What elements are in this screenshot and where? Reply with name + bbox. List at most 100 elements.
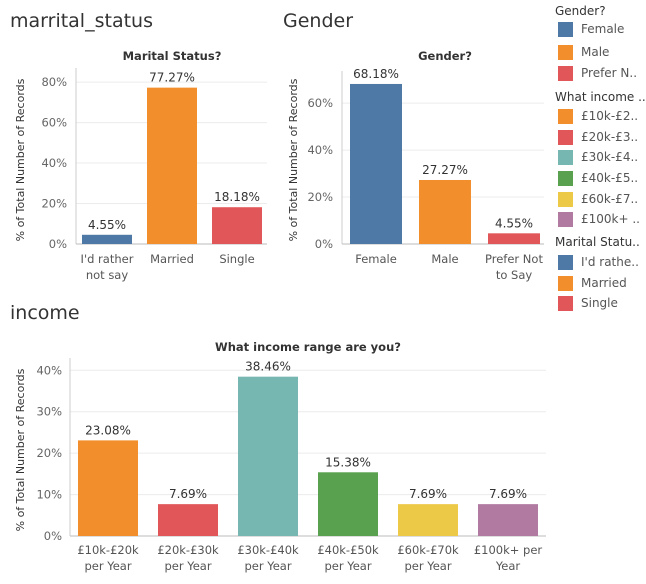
data-label: 68.18% <box>353 67 399 81</box>
bar[interactable] <box>419 179 471 244</box>
x-tick-label: Married <box>150 252 194 266</box>
x-tick-label: I'd rather <box>81 252 134 266</box>
y-tick-label: 80% <box>41 75 67 89</box>
x-tick-label: £20k-£30k <box>157 543 219 557</box>
legend-swatch <box>558 130 573 145</box>
bar[interactable] <box>78 440 138 536</box>
y-tick-label: 0% <box>44 529 62 543</box>
x-tick-label: Male <box>431 252 458 266</box>
x-tick-label: £40k-£50k <box>317 543 379 557</box>
y-tick-label: 40% <box>307 143 333 157</box>
legend-swatch <box>558 66 573 81</box>
x-tick-label: £30k-£40k <box>237 543 299 557</box>
x-tick-label: £100k+ per <box>474 543 543 557</box>
bar[interactable] <box>488 233 540 244</box>
x-tick-label: £60k-£70k <box>397 543 459 557</box>
data-label: 27.27% <box>422 163 468 177</box>
y-tick-label: 20% <box>307 190 333 204</box>
legend-label: Single <box>581 296 618 310</box>
bar[interactable] <box>238 376 298 536</box>
data-label: 18.18% <box>214 190 260 204</box>
data-label: 38.46% <box>245 360 291 374</box>
chart-title: Marital Status? <box>123 49 222 63</box>
y-tick-label: 60% <box>41 116 67 130</box>
legend-label: Female <box>581 22 625 36</box>
gender-chart: Gender? % of Total Number of Records 0% 20%… <box>287 49 544 282</box>
legend-label: Married <box>581 276 627 290</box>
x-tick-label: £10k-£20k <box>77 543 139 557</box>
bar[interactable] <box>318 472 378 536</box>
bar[interactable] <box>350 83 402 244</box>
y-tick-label: 20% <box>41 197 67 211</box>
legend-label: £60k-£7.. <box>581 192 639 206</box>
data-label: 7.69% <box>489 487 527 501</box>
x-tick-label: not say <box>86 268 129 282</box>
y-tick-label: 10% <box>36 488 62 502</box>
y-tick-label: 60% <box>307 96 333 110</box>
x-tick-label: per Year <box>84 559 131 573</box>
legend-swatch <box>558 255 573 270</box>
data-label: 23.08% <box>85 423 131 437</box>
legend-income-title: What income .. <box>555 90 646 104</box>
data-label: 7.69% <box>169 487 207 501</box>
legend-label: £30k-£4.. <box>581 150 639 164</box>
sheet-title-marital: marrital_status <box>10 10 153 32</box>
legend-swatch <box>558 296 573 311</box>
legend-label: £10k-£2.. <box>581 109 639 123</box>
legend-label: £20k-£3.. <box>581 130 639 144</box>
bar[interactable] <box>478 504 538 536</box>
bar[interactable] <box>82 234 132 244</box>
chart-title: Gender? <box>418 49 472 63</box>
legend-swatch <box>558 150 573 165</box>
data-label: 15.38% <box>325 455 371 469</box>
bar[interactable] <box>212 207 262 244</box>
legend-label: I'd rathe.. <box>581 255 639 269</box>
sheet-title-income: income <box>10 302 80 324</box>
income-chart: What income range are you? % of Total Num… <box>14 340 546 573</box>
legend-label: £40k-£5.. <box>581 171 639 185</box>
y-tick-label: 0% <box>49 237 67 251</box>
y-axis-label: % of Total Number of Records <box>287 78 300 241</box>
chart-title: What income range are you? <box>215 340 401 354</box>
legend-marital-title: Marital Statu.. <box>555 235 640 249</box>
y-tick-label: 30% <box>36 405 62 419</box>
y-tick-label: 20% <box>36 446 62 460</box>
legend-label: Male <box>581 45 610 59</box>
x-tick-label: Year <box>495 559 521 573</box>
x-tick-label: to Say <box>496 268 533 282</box>
data-label: 4.55% <box>495 216 533 230</box>
legend-label: £100k+ .. <box>581 212 640 226</box>
legend-income[interactable]: What income .. £10k-£2.. £20k-£3.. £30k-… <box>555 90 646 227</box>
x-tick-label: Single <box>219 252 254 266</box>
x-tick-label: Prefer Not <box>485 252 543 266</box>
bar[interactable] <box>398 504 458 536</box>
marital-status-chart: Marital Status? % of Total Number of Reco… <box>14 49 267 282</box>
bar[interactable] <box>147 87 197 245</box>
legend-swatch <box>558 192 573 207</box>
data-label: 7.69% <box>409 487 447 501</box>
y-tick-label: 40% <box>41 156 67 170</box>
data-label: 77.27% <box>149 71 195 85</box>
legend-swatch <box>558 276 573 291</box>
legend-swatch <box>558 171 573 186</box>
sheet-title-gender: Gender <box>283 10 354 32</box>
legend-swatch <box>558 22 573 37</box>
legend-swatch <box>558 212 573 227</box>
y-tick-label: 0% <box>315 237 333 251</box>
x-tick-label: per Year <box>404 559 451 573</box>
x-tick-label: per Year <box>164 559 211 573</box>
data-label: 4.55% <box>88 218 126 232</box>
x-tick-label: per Year <box>324 559 371 573</box>
bar[interactable] <box>158 504 218 536</box>
y-tick-label: 40% <box>36 363 62 377</box>
legend-marital[interactable]: Marital Statu.. I'd rathe.. Married Sing… <box>555 235 646 311</box>
legend-gender[interactable]: Gender? Female Male Prefer N.. <box>555 4 646 81</box>
x-tick-label: per Year <box>244 559 291 573</box>
legend-swatch <box>558 109 573 124</box>
y-axis-label: % of Total Number of Records <box>14 368 27 531</box>
x-tick-label: Female <box>355 252 397 266</box>
legend-swatch <box>558 45 573 60</box>
legend-gender-title: Gender? <box>555 4 606 18</box>
legend-label: Prefer N.. <box>581 66 638 80</box>
